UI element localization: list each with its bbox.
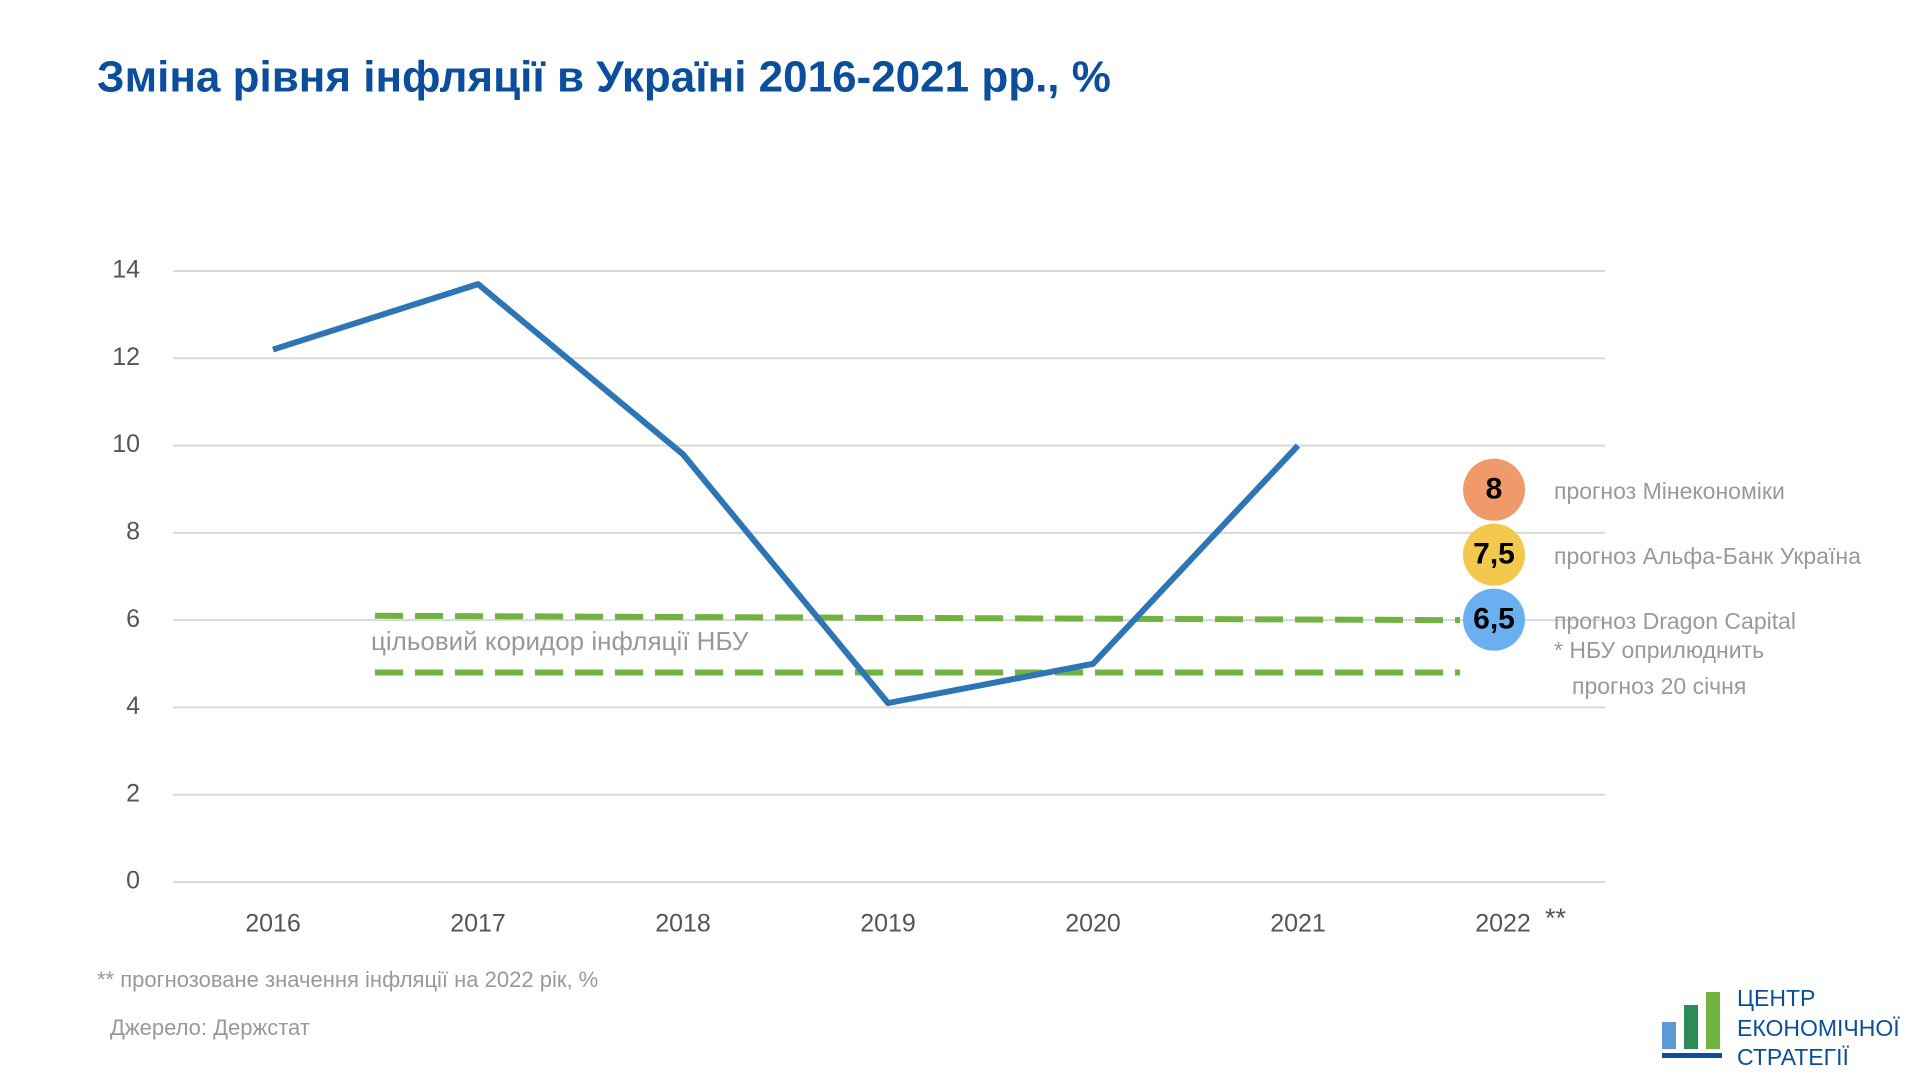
x-tick-label: 2022 xyxy=(1475,910,1531,938)
x-tick-label: 2016 xyxy=(245,910,301,938)
logo-text: СТРАТЕГІЇ xyxy=(1737,1044,1849,1070)
logo: ЦЕНТР ЕКОНОМІЧНОЇ СТРАТЕГІЇ xyxy=(1662,985,1900,1070)
logo-bar xyxy=(1684,1005,1698,1049)
forecast-marker xyxy=(1463,458,1525,521)
forecast-marker xyxy=(1463,588,1525,651)
y-tick-label: 12 xyxy=(112,343,140,371)
x-tick-label: 2020 xyxy=(1065,910,1121,938)
logo-bar xyxy=(1706,992,1720,1049)
forecast-value-label: 7,5 xyxy=(1473,538,1515,571)
forecast-name: прогноз Мінекономіки xyxy=(1554,478,1785,504)
corridor-label: цільовий коридор інфляції НБУ xyxy=(371,626,749,656)
y-tick-label: 10 xyxy=(112,430,140,458)
forecast-note: * НБУ оприлюднить xyxy=(1554,637,1764,663)
forecast-name: прогноз Альфа-Банк Україна xyxy=(1554,543,1861,569)
series-line xyxy=(272,281,1301,707)
chart-title: Зміна рівня інфляції в Україні 2016-2021… xyxy=(97,53,1111,102)
forecast-marker xyxy=(1463,523,1525,586)
x-tick-label: 2019 xyxy=(860,910,916,938)
x-tick-label: 2018 xyxy=(655,910,711,938)
x-tick-label: 2021 xyxy=(1270,910,1326,938)
logo-text: ЕКОНОМІЧНОЇ xyxy=(1737,1015,1900,1041)
y-tick-label: 8 xyxy=(126,517,140,545)
source: Джерело: Держстат xyxy=(110,1015,310,1040)
y-tick-label: 4 xyxy=(126,692,140,720)
forecast-note: прогноз 20 січня xyxy=(1572,673,1746,699)
y-tick-label: 14 xyxy=(112,256,140,284)
x-tick-note: ** xyxy=(1545,903,1567,933)
logo-text: ЦЕНТР xyxy=(1737,985,1815,1011)
y-tick-label: 6 xyxy=(126,605,140,633)
forecast-value-label: 6,5 xyxy=(1473,603,1515,636)
logo-base xyxy=(1662,1053,1722,1058)
footnote: ** прогнозоване значення інфляції на 202… xyxy=(97,967,598,992)
forecast-value-label: 8 xyxy=(1486,473,1503,506)
logo-bar xyxy=(1662,1022,1676,1049)
y-tick-label: 2 xyxy=(126,779,140,807)
forecast-name: прогноз Dragon Capital xyxy=(1554,608,1796,634)
x-tick-label: 2017 xyxy=(450,910,506,938)
y-tick-label: 0 xyxy=(126,867,140,895)
corridor-line xyxy=(374,612,1461,624)
